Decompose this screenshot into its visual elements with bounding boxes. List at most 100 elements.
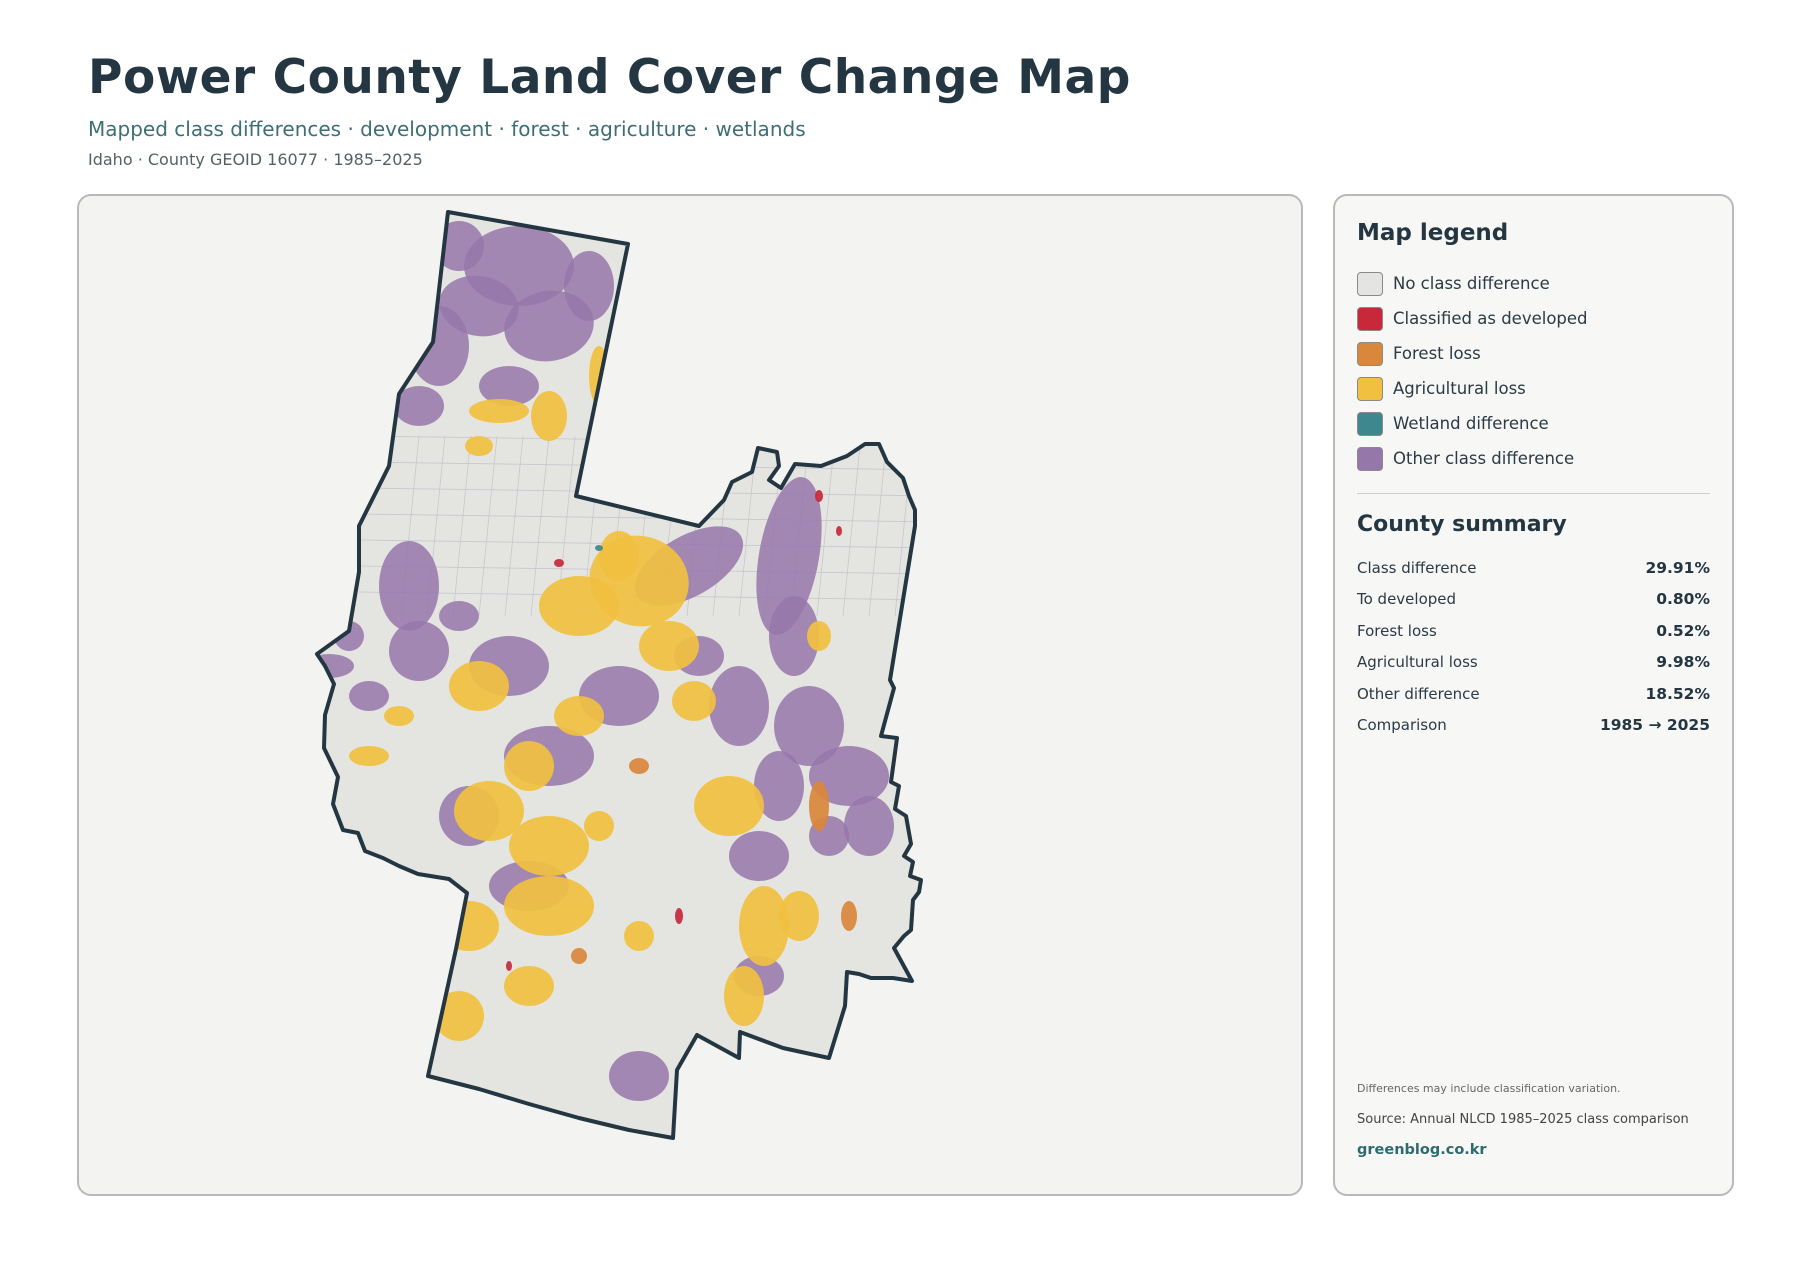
legend-label: Forest loss <box>1393 344 1481 363</box>
agricultural-loss-patch <box>504 876 594 936</box>
agricultural-loss-patch <box>807 621 831 651</box>
agricultural-loss-patch <box>509 816 589 876</box>
legend-swatch <box>1357 446 1383 471</box>
agricultural-loss-patch <box>554 696 604 736</box>
legend-label: Classified as developed <box>1393 309 1588 328</box>
forest-loss-patch <box>809 781 829 831</box>
agricultural-loss-patch <box>599 531 639 581</box>
grid-line <box>920 435 921 617</box>
grid-line <box>816 435 836 617</box>
agricultural-loss-patch <box>624 921 654 951</box>
agricultural-loss-patch <box>724 966 764 1026</box>
grid-line <box>452 435 472 617</box>
agricultural-loss-patch <box>439 901 499 951</box>
summary-label: Forest loss <box>1357 621 1437 640</box>
forest-loss-patch <box>629 758 649 774</box>
other-change-patch <box>709 666 769 746</box>
legend-swatch <box>1357 376 1383 401</box>
summary-label: Comparison <box>1357 716 1447 735</box>
forest-loss-patch <box>571 948 587 964</box>
summary-row: To developed 0.80% <box>1357 584 1710 616</box>
grid-line <box>478 435 498 617</box>
site-link[interactable]: greenblog.co.kr <box>1357 1142 1487 1158</box>
summary-row: Agricultural loss 9.98% <box>1357 647 1710 679</box>
source-text: Source: Annual NLCD 1985–2025 class comp… <box>1357 1112 1689 1127</box>
legend-item: Classified as developed <box>1357 301 1588 336</box>
legend-label: Other class difference <box>1393 449 1575 468</box>
summary-label: Agricultural loss <box>1357 653 1478 672</box>
other-change-patch <box>844 796 894 856</box>
forest-loss-patch <box>841 901 857 931</box>
legend-item: Wetland difference <box>1357 406 1588 441</box>
map-header: Power County Land Cover Change Map Mappe… <box>88 44 1288 170</box>
legend-label: Agricultural loss <box>1393 379 1526 398</box>
summary-row: Class difference 29.91% <box>1357 552 1710 584</box>
agricultural-loss-patch <box>469 399 529 423</box>
grid-line <box>842 435 862 617</box>
summary-label: Class difference <box>1357 558 1477 577</box>
panel-divider <box>1357 493 1710 494</box>
other-change-patch <box>349 681 389 711</box>
other-change-patch <box>809 746 889 806</box>
summary-list: Class difference 29.91% To developed 0.8… <box>1357 552 1710 741</box>
other-change-patch <box>409 306 469 386</box>
legend-title: Map legend <box>1357 220 1509 246</box>
developed-patch <box>836 526 842 536</box>
agricultural-loss-patch <box>384 706 414 726</box>
summary-label: To developed <box>1357 590 1457 609</box>
summary-value: 0.80% <box>1656 590 1710 609</box>
developed-patch <box>554 559 564 567</box>
other-change-patch <box>389 621 449 681</box>
county-outline <box>315 210 923 1140</box>
agricultural-loss-patch <box>639 621 699 671</box>
other-change-patch <box>729 831 789 881</box>
agricultural-loss-patch <box>449 661 509 711</box>
grid-line <box>358 513 921 523</box>
side-panel: Map legend No class difference Classifie… <box>1333 194 1734 1196</box>
other-change-patch <box>769 596 819 676</box>
footnote: Differences may include classification v… <box>1357 1082 1621 1095</box>
agricultural-loss-patch <box>504 741 554 791</box>
other-change-patch <box>774 686 844 766</box>
summary-row: Forest loss 0.52% <box>1357 615 1710 647</box>
summary-value: 0.52% <box>1656 621 1710 640</box>
agricultural-loss-patch <box>779 891 819 941</box>
developed-patch <box>675 908 683 924</box>
summary-row: Comparison 1985 → 2025 <box>1357 710 1710 742</box>
legend-swatch <box>1357 306 1383 331</box>
agricultural-loss-patch <box>504 966 554 1006</box>
other-change-patch <box>379 541 439 631</box>
legend-item: No class difference <box>1357 266 1588 301</box>
agricultural-loss-patch <box>349 746 389 766</box>
agricultural-loss-patch <box>584 811 614 841</box>
agricultural-loss-patch <box>434 991 484 1041</box>
wetland-patch <box>595 545 603 551</box>
page-meta: Idaho · County GEOID 16077 · 1985–2025 <box>88 150 423 169</box>
county-map[interactable] <box>79 196 1301 1194</box>
summary-row: Other difference 18.52% <box>1357 678 1710 710</box>
other-change-patch <box>564 251 614 321</box>
legend-swatch <box>1357 271 1383 296</box>
other-change-patch <box>609 1051 669 1101</box>
agricultural-loss-patch <box>531 391 567 441</box>
other-change-patch <box>756 477 822 635</box>
developed-patch <box>815 490 823 502</box>
other-change-patch <box>317 654 354 678</box>
legend-label: Wetland difference <box>1393 414 1549 433</box>
agricultural-loss-patch <box>672 681 716 721</box>
summary-title: County summary <box>1357 512 1567 537</box>
legend-item: Agricultural loss <box>1357 371 1588 406</box>
agricultural-loss-patch <box>694 776 764 836</box>
agricultural-loss-patch <box>739 886 789 966</box>
other-change-patch <box>394 386 444 426</box>
other-change-patch <box>754 751 804 821</box>
other-change-patch <box>479 366 539 406</box>
developed-patch <box>506 961 512 971</box>
summary-value: 1985 → 2025 <box>1599 716 1710 735</box>
map-panel[interactable]: N <box>77 194 1303 1196</box>
legend-swatch <box>1357 341 1383 366</box>
legend-swatch <box>1357 411 1383 436</box>
legend-item: Forest loss <box>1357 336 1588 371</box>
page-title: Power County Land Cover Change Map <box>88 50 1131 105</box>
other-change-patch <box>439 601 479 631</box>
